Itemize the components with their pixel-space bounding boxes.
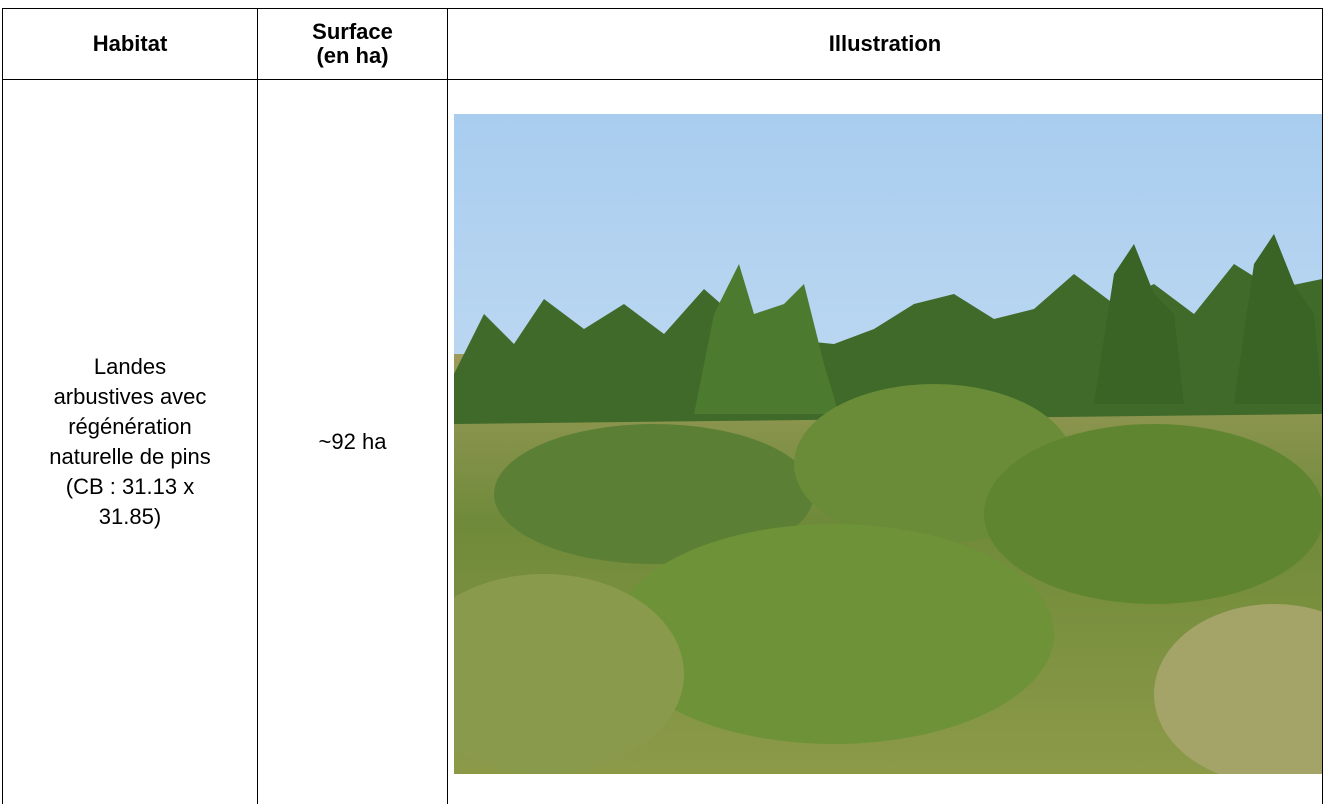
header-cell: Habitat — [3, 9, 258, 80]
page: Habitat Surface (en ha) Illustration Lan… — [0, 0, 1325, 740]
habitat-cell: Landes arbustives avec régénération natu… — [3, 80, 258, 804]
photo — [454, 114, 1322, 774]
surface-cell: ~92 ha — [258, 80, 448, 804]
header-cell: Illustration — [448, 9, 1323, 80]
habitat-table: Habitat Surface (en ha) Illustration Lan… — [2, 8, 1323, 804]
header-cell: Surface (en ha) — [258, 9, 448, 80]
illustration-cell — [448, 80, 1323, 804]
shrubs — [454, 384, 1322, 774]
header-row: Habitat Surface (en ha) Illustration — [3, 9, 1323, 80]
table-row: Landes arbustives avec régénération natu… — [3, 80, 1323, 804]
